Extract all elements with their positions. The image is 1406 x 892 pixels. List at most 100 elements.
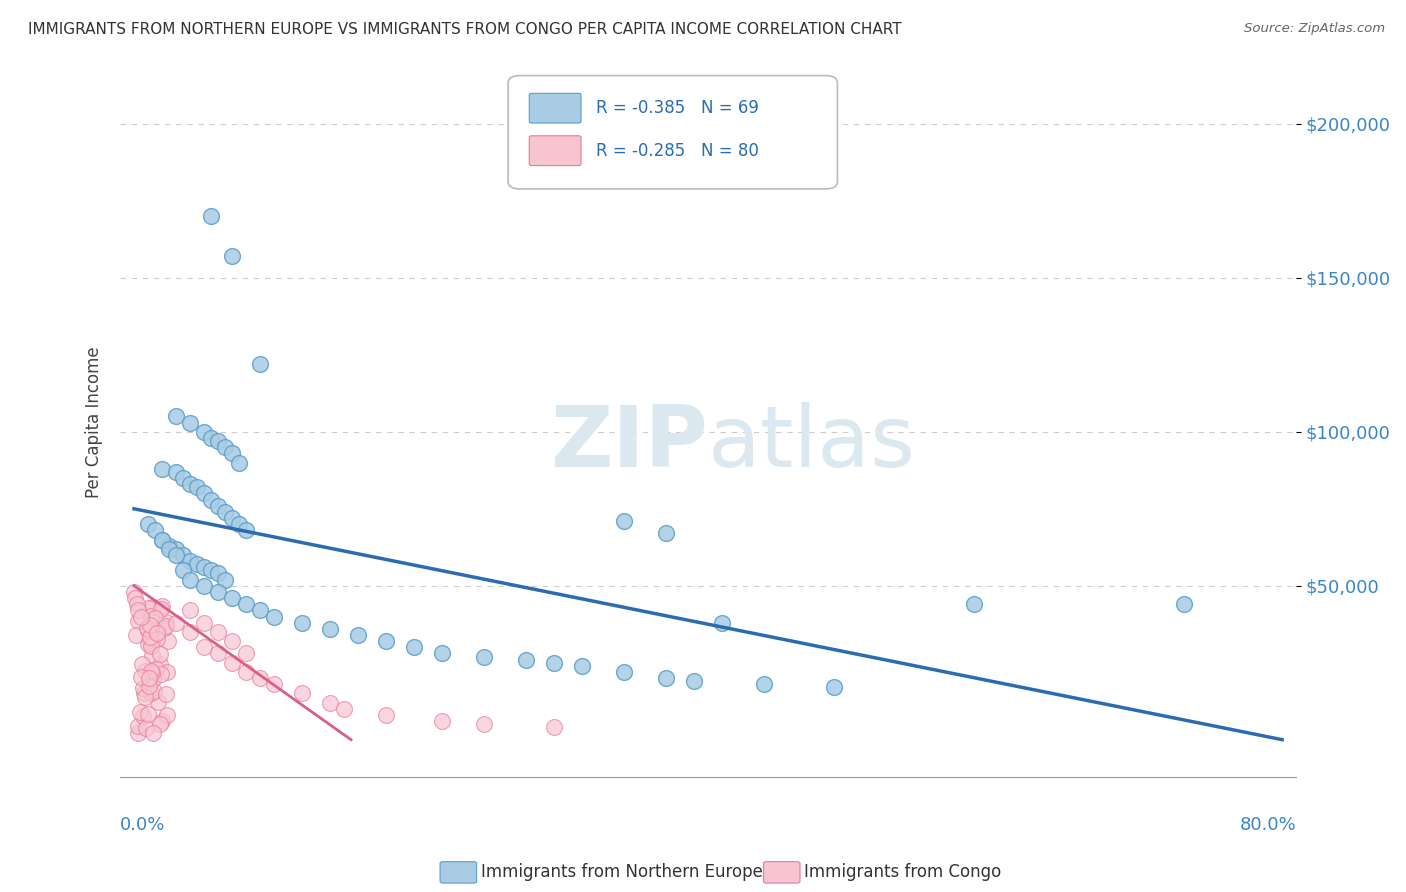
Point	[179, 554, 201, 568]
Point	[155, 619, 177, 633]
Point	[263, 609, 285, 624]
Point	[141, 609, 163, 624]
Point	[157, 541, 180, 556]
Point	[138, 679, 160, 693]
Point	[139, 664, 162, 678]
Point	[136, 624, 159, 638]
Point	[193, 486, 215, 500]
Point	[136, 621, 159, 635]
Point	[141, 665, 163, 680]
Point	[655, 671, 678, 685]
Point	[149, 657, 172, 672]
Point	[157, 539, 180, 553]
Point	[149, 647, 172, 661]
Point	[249, 357, 271, 371]
Point	[200, 209, 222, 223]
Point	[138, 617, 160, 632]
Point	[142, 683, 165, 698]
Point	[207, 624, 229, 639]
Point	[172, 548, 194, 562]
Point	[543, 656, 565, 670]
Point	[131, 670, 153, 684]
Point	[150, 533, 173, 547]
Point	[139, 632, 162, 647]
Point	[235, 597, 257, 611]
Point	[291, 686, 314, 700]
Point	[134, 685, 156, 699]
Point	[430, 647, 453, 661]
Point	[139, 621, 162, 635]
Point	[156, 708, 179, 723]
Text: Source: ZipAtlas.com: Source: ZipAtlas.com	[1244, 22, 1385, 36]
Point	[139, 640, 162, 654]
Point	[146, 632, 169, 646]
Point	[319, 696, 342, 710]
Point	[333, 702, 356, 716]
Point	[319, 622, 342, 636]
Point	[172, 471, 194, 485]
Point	[134, 664, 156, 678]
Text: Immigrants from Congo: Immigrants from Congo	[804, 863, 1001, 881]
Point	[228, 456, 250, 470]
Point	[152, 621, 174, 635]
Point	[543, 720, 565, 734]
Point	[375, 634, 398, 648]
Point	[125, 597, 148, 611]
Point	[221, 511, 243, 525]
Point	[143, 610, 166, 624]
Point	[249, 603, 271, 617]
Text: 80.0%: 80.0%	[1240, 815, 1296, 833]
Point	[136, 601, 159, 615]
Point	[165, 465, 187, 479]
Point	[193, 615, 215, 630]
Point	[150, 714, 173, 729]
Y-axis label: Per Capita Income: Per Capita Income	[86, 347, 103, 499]
FancyBboxPatch shape	[529, 94, 581, 123]
Point	[207, 499, 229, 513]
Text: IMMIGRANTS FROM NORTHERN EUROPE VS IMMIGRANTS FROM CONGO PER CAPITA INCOME CORRE: IMMIGRANTS FROM NORTHERN EUROPE VS IMMIG…	[28, 22, 901, 37]
Point	[430, 714, 453, 729]
Point	[200, 563, 222, 577]
Point	[131, 657, 153, 672]
Point	[515, 652, 537, 666]
Text: ZIP: ZIP	[550, 402, 709, 485]
Point	[235, 647, 257, 661]
Point	[150, 462, 173, 476]
Point	[146, 624, 169, 638]
Point	[613, 514, 636, 528]
Point	[235, 665, 257, 679]
Point	[249, 671, 271, 685]
Point	[193, 425, 215, 439]
Point	[142, 600, 165, 615]
Point	[571, 658, 593, 673]
Point	[179, 573, 201, 587]
Point	[165, 541, 187, 556]
Point	[124, 591, 146, 605]
Text: 0.0%: 0.0%	[120, 815, 166, 833]
Point	[136, 706, 159, 721]
Point	[136, 517, 159, 532]
Point	[127, 719, 149, 733]
Point	[148, 695, 170, 709]
Point	[135, 721, 157, 735]
Point	[263, 677, 285, 691]
Point	[963, 597, 986, 611]
Point	[157, 634, 180, 648]
Point	[207, 647, 229, 661]
Point	[145, 625, 167, 640]
FancyBboxPatch shape	[529, 136, 581, 166]
Point	[138, 671, 160, 685]
Point	[207, 566, 229, 581]
Point	[150, 533, 173, 547]
Point	[179, 416, 201, 430]
Point	[131, 709, 153, 723]
Point	[134, 690, 156, 704]
Point	[148, 717, 170, 731]
Point	[143, 524, 166, 538]
Point	[752, 677, 775, 691]
Point	[375, 708, 398, 723]
Point	[347, 628, 370, 642]
Point	[127, 726, 149, 740]
Point	[214, 505, 236, 519]
Text: Immigrants from Northern Europe: Immigrants from Northern Europe	[481, 863, 762, 881]
